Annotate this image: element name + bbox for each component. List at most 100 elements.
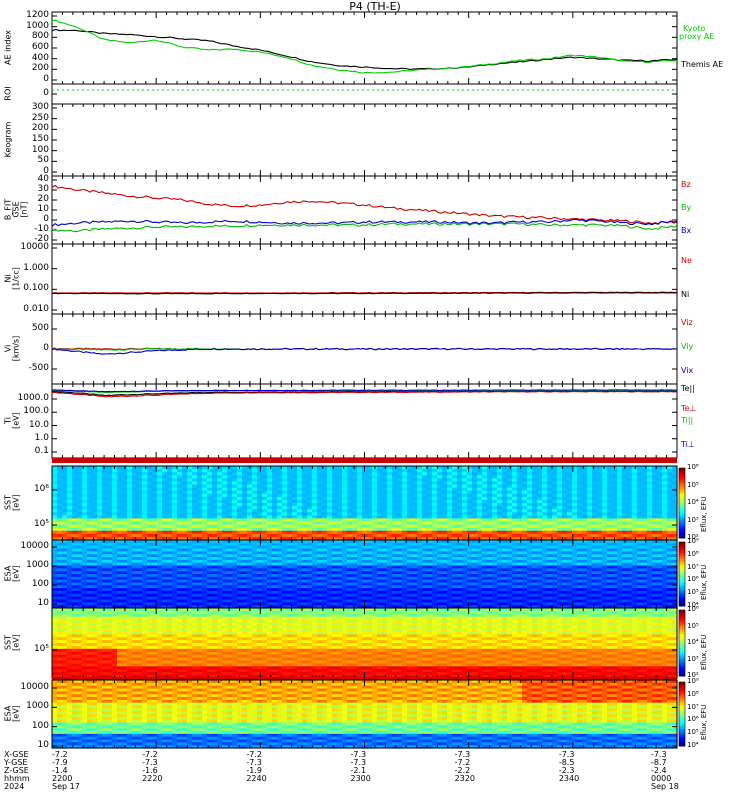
bfield-ytick-label: 40 xyxy=(37,174,49,184)
esa-i-cbar-tick: 10⁹ xyxy=(687,677,699,685)
keogram-ytick-label: 150 xyxy=(31,134,49,144)
sst-e-ylabel: [eV] xyxy=(11,494,21,511)
bfield-series-By xyxy=(51,222,678,233)
ae-ytick-label: 600 xyxy=(31,42,49,52)
bfield-series-Bx xyxy=(51,218,678,227)
esa-e-ylabel: [eV] xyxy=(11,565,21,582)
esa-i-ytick-label: 100 xyxy=(31,720,49,731)
density-ytick-label: 1.000 xyxy=(23,262,49,273)
bfield-label-Bz: Bz xyxy=(681,180,691,189)
velocity-ytick-label: -500 xyxy=(28,363,49,373)
density-ytick-label: 0.010 xyxy=(23,304,49,314)
bottom-col-value: -2.4 xyxy=(651,766,667,775)
bottom-col-value: -7.3 xyxy=(558,750,575,759)
temperature-ytick-label: 0.1 xyxy=(34,446,49,456)
ae-ytick-label: 200 xyxy=(31,63,49,74)
velocity-ylabel: [km/s] xyxy=(11,335,21,362)
esa-i-spectrogram xyxy=(52,680,678,749)
sst-e-colorbar xyxy=(678,467,686,539)
density-ylabel: [1/cc] xyxy=(11,267,21,290)
bottom-col-value: 2240 xyxy=(246,774,267,783)
red-separator-bar xyxy=(52,458,677,463)
keogram-panel-frame xyxy=(51,103,678,177)
bottom-row-label: hhmm xyxy=(4,774,30,783)
sst-i-cbar-tick: 10³ xyxy=(687,654,699,663)
esa-e-cbar-tick: 10⁵ xyxy=(687,588,699,597)
esa-i-cbar-tick: 10⁵ xyxy=(687,728,699,737)
sst-i-cbar-tick: 10⁵ xyxy=(687,621,699,630)
velocity-label-Vix: Vix xyxy=(681,366,694,375)
bottom-col-value: -1.9 xyxy=(246,766,262,775)
ae-ytick-label: 0 xyxy=(43,74,49,84)
density-panel-frame xyxy=(51,243,678,315)
temperature-label-2: Ti|| xyxy=(681,416,694,425)
figure-title: P4 (TH-E) xyxy=(349,0,401,13)
bottom-col-value: Sep 17 xyxy=(52,782,80,791)
density-label-Ni: Ni xyxy=(681,290,690,299)
keogram-ytick-label: 250 xyxy=(31,112,49,123)
bfield-ytick-label: 20 xyxy=(37,194,49,204)
sst-i-cbar-tick: 10² xyxy=(687,671,699,679)
esa-i-ytick-label: 1000 xyxy=(26,701,49,712)
esa-e-cbar-tick: 10⁴ xyxy=(687,601,699,609)
keogram-ytick-label: 300 xyxy=(31,102,49,112)
esa-e-cbar-tick: 10⁷ xyxy=(687,562,699,571)
roi-ytick-label: 0 xyxy=(43,88,49,98)
bottom-col-value: -7.3 xyxy=(246,758,262,767)
velocity-label-Viz: Viz xyxy=(681,318,693,327)
bottom-col-value: -7.2 xyxy=(52,750,68,759)
ae-series-kyoto xyxy=(51,19,678,74)
sst-e-spectrogram xyxy=(52,466,678,541)
temperature-label-3: Ti⊥ xyxy=(681,440,695,449)
bottom-col-value: -7.3 xyxy=(651,750,667,759)
bfield-label-Bx: Bx xyxy=(681,226,692,235)
temperature-series-3 xyxy=(51,389,678,393)
bottom-col-value: -7.3 xyxy=(454,750,471,759)
bottom-col-value: -7.2 xyxy=(142,750,158,759)
density-label-Ne: Ne xyxy=(681,256,692,265)
velocity-series-Vix xyxy=(51,347,678,355)
esa-i-ytick-label: 10 xyxy=(37,740,49,750)
density-series-Ni xyxy=(51,292,678,295)
ae-legend-kyoto-2: proxy AE xyxy=(679,32,715,41)
bfield-ytick-label: 10 xyxy=(37,204,49,214)
temperature-ytick-label: 10.0 xyxy=(28,419,49,430)
bottom-col-value: -7.3 xyxy=(350,758,367,767)
bfield-ytick-label: -20 xyxy=(34,234,49,244)
bottom-col-value: 2220 xyxy=(142,774,163,783)
bottom-col-value: -1.4 xyxy=(52,766,68,775)
bfield-ylabel: [nT] xyxy=(19,201,29,218)
esa-i-cbar-tick: 10⁸ xyxy=(687,689,699,698)
sst-e-cbar-tick: 10² xyxy=(687,533,699,541)
esa-e-ytick-label: 10000 xyxy=(20,541,49,551)
keogram-ytick-label: 0 xyxy=(43,166,49,176)
keogram-ytick-label: 100 xyxy=(31,144,49,155)
velocity-ytick-label: 0 xyxy=(43,343,49,353)
ae-legend-themis: Themis AE xyxy=(681,60,724,69)
sst-i-ylabel: [eV] xyxy=(11,634,21,651)
density-ytick-label: 10000 xyxy=(20,242,49,252)
ae-ytick-label: 1000 xyxy=(26,20,49,31)
esa-e-colorbar xyxy=(678,541,686,607)
temperature-label-1: Te⊥ xyxy=(681,404,697,413)
bottom-col-value: -7.2 xyxy=(246,750,262,759)
bottom-col-value: Sep 18 xyxy=(651,782,679,791)
bottom-col-value: 2200 xyxy=(52,774,73,783)
esa-e-cbar-tick: 10⁶ xyxy=(687,575,699,584)
esa-i-cbar-label: Eflux, EFU xyxy=(700,704,708,740)
density-ytick-label: 0.100 xyxy=(23,283,49,294)
esa-i-cbar-tick: 10⁷ xyxy=(687,702,699,711)
velocity-label-Viy: Viy xyxy=(681,342,694,351)
sst-i-cbar-tick: 10⁴ xyxy=(687,638,699,646)
esa-e-cbar-tick: 10⁸ xyxy=(687,549,699,558)
sst-e-ytick-label: 10⁶ xyxy=(33,484,49,494)
bfield-ytick-label: 30 xyxy=(37,184,49,194)
sst-i-cbar-tick: 10⁶ xyxy=(687,605,699,613)
sst-e-ytick-label: 10⁵ xyxy=(33,519,49,529)
bottom-col-value: 0000 xyxy=(651,774,672,783)
ae-ytick-label: 400 xyxy=(31,52,49,63)
sst-e-cbar-tick: 10⁵ xyxy=(687,480,699,489)
bottom-col-value: -7.3 xyxy=(142,758,158,767)
esa-e-ytick-label: 10 xyxy=(37,598,49,608)
